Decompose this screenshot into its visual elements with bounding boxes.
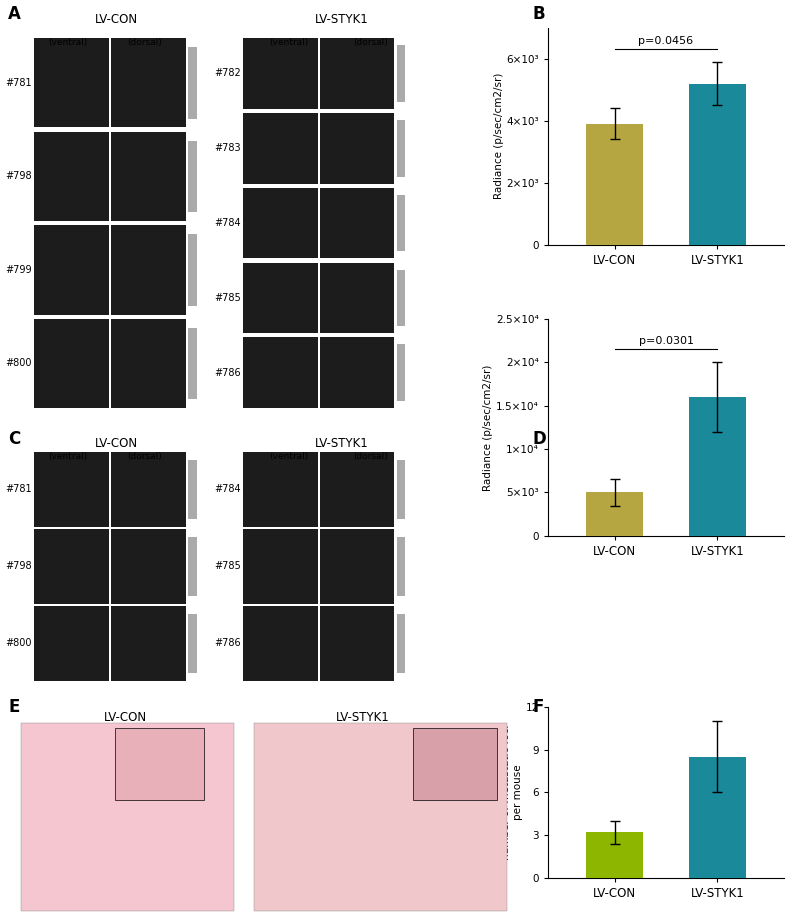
Text: #800: #800: [6, 638, 32, 649]
Text: (ventral): (ventral): [269, 452, 309, 461]
FancyBboxPatch shape: [188, 140, 197, 212]
Bar: [689, 757, 746, 878]
Text: (ventral): (ventral): [48, 452, 88, 461]
Text: LV-STYK1: LV-STYK1: [336, 711, 390, 724]
Y-axis label: Radiance (p/sec/cm2/sr): Radiance (p/sec/cm2/sr): [483, 364, 494, 491]
FancyBboxPatch shape: [320, 188, 394, 259]
Text: #786: #786: [214, 368, 241, 378]
FancyBboxPatch shape: [320, 262, 394, 334]
FancyBboxPatch shape: [397, 345, 406, 401]
FancyBboxPatch shape: [243, 529, 318, 603]
FancyBboxPatch shape: [397, 270, 406, 326]
FancyBboxPatch shape: [34, 452, 109, 527]
Text: D: D: [532, 430, 546, 447]
FancyBboxPatch shape: [34, 606, 109, 681]
Text: #799: #799: [6, 265, 32, 274]
FancyBboxPatch shape: [243, 38, 318, 109]
FancyBboxPatch shape: [111, 452, 186, 527]
FancyBboxPatch shape: [188, 47, 197, 118]
FancyBboxPatch shape: [188, 537, 197, 596]
Text: #781: #781: [6, 78, 32, 88]
Text: LV-STYK1: LV-STYK1: [314, 437, 369, 450]
FancyBboxPatch shape: [397, 537, 406, 596]
FancyBboxPatch shape: [320, 452, 394, 527]
Text: p=0.0301: p=0.0301: [638, 336, 694, 346]
Text: #781: #781: [6, 484, 32, 494]
Text: (dorsal): (dorsal): [127, 38, 162, 47]
FancyBboxPatch shape: [188, 328, 197, 399]
FancyBboxPatch shape: [34, 529, 109, 603]
FancyBboxPatch shape: [243, 452, 318, 527]
FancyBboxPatch shape: [243, 188, 318, 259]
FancyBboxPatch shape: [320, 606, 394, 681]
Text: E: E: [8, 698, 19, 715]
FancyBboxPatch shape: [188, 459, 197, 519]
Text: A: A: [8, 5, 21, 22]
Text: #784: #784: [214, 218, 241, 228]
FancyBboxPatch shape: [397, 459, 406, 519]
FancyBboxPatch shape: [34, 319, 109, 408]
Text: LV-STYK1: LV-STYK1: [314, 13, 369, 27]
Text: #783: #783: [214, 143, 241, 153]
FancyBboxPatch shape: [413, 728, 497, 800]
Text: #785: #785: [214, 293, 241, 303]
Text: C: C: [8, 430, 20, 447]
Bar: [586, 124, 643, 245]
FancyBboxPatch shape: [21, 723, 234, 911]
FancyBboxPatch shape: [34, 225, 109, 314]
FancyBboxPatch shape: [243, 337, 318, 408]
FancyBboxPatch shape: [320, 113, 394, 184]
Bar: [689, 397, 746, 536]
FancyBboxPatch shape: [397, 195, 406, 251]
FancyBboxPatch shape: [111, 529, 186, 603]
Text: (ventral): (ventral): [269, 38, 309, 47]
Y-axis label: number of metastatic foci
per mouse: number of metastatic foci per mouse: [502, 724, 523, 860]
FancyBboxPatch shape: [34, 131, 109, 221]
Text: B: B: [532, 5, 545, 22]
Text: #798: #798: [6, 171, 32, 181]
Text: LV-CON: LV-CON: [103, 711, 146, 724]
Text: p=0.0456: p=0.0456: [638, 35, 694, 45]
Text: LV-CON: LV-CON: [94, 13, 138, 27]
Bar: [586, 492, 643, 536]
FancyBboxPatch shape: [243, 113, 318, 184]
FancyBboxPatch shape: [243, 262, 318, 334]
FancyBboxPatch shape: [34, 38, 109, 128]
FancyBboxPatch shape: [397, 45, 406, 102]
Text: #784: #784: [214, 484, 241, 494]
FancyBboxPatch shape: [111, 38, 186, 128]
FancyBboxPatch shape: [188, 234, 197, 306]
Text: (dorsal): (dorsal): [127, 452, 162, 461]
Y-axis label: Radiance (p/sec/cm2/sr): Radiance (p/sec/cm2/sr): [494, 73, 503, 200]
FancyBboxPatch shape: [111, 319, 186, 408]
Text: #786: #786: [214, 638, 241, 649]
Bar: [586, 833, 643, 878]
FancyBboxPatch shape: [397, 614, 406, 674]
Text: (dorsal): (dorsal): [353, 452, 388, 461]
FancyBboxPatch shape: [254, 723, 507, 911]
FancyBboxPatch shape: [243, 606, 318, 681]
Text: F: F: [532, 698, 543, 715]
Text: (dorsal): (dorsal): [353, 38, 388, 47]
FancyBboxPatch shape: [188, 614, 197, 674]
Text: LV-CON: LV-CON: [94, 437, 138, 450]
FancyBboxPatch shape: [111, 131, 186, 221]
FancyBboxPatch shape: [320, 337, 394, 408]
Text: (ventral): (ventral): [48, 38, 88, 47]
Text: #782: #782: [214, 68, 241, 79]
FancyBboxPatch shape: [320, 38, 394, 109]
FancyBboxPatch shape: [320, 529, 394, 603]
FancyBboxPatch shape: [115, 728, 205, 800]
Text: #785: #785: [214, 562, 241, 571]
FancyBboxPatch shape: [397, 120, 406, 176]
Text: #800: #800: [6, 359, 32, 369]
Text: #798: #798: [6, 562, 32, 571]
FancyBboxPatch shape: [111, 606, 186, 681]
Bar: [689, 83, 746, 245]
FancyBboxPatch shape: [111, 225, 186, 314]
